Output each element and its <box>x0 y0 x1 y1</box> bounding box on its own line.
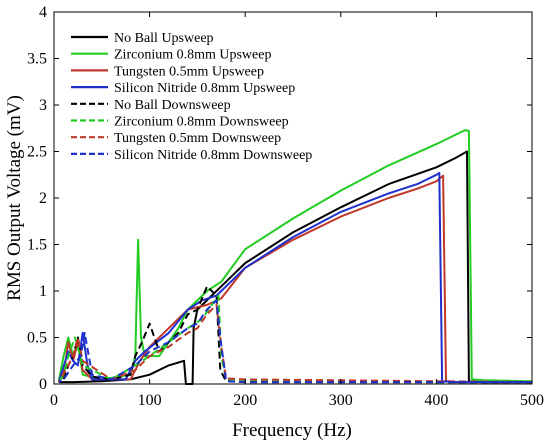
series-line-8 <box>58 299 532 384</box>
legend-label: No Ball Upsweep <box>114 31 214 46</box>
x-tick-label: 300 <box>329 392 353 409</box>
y-tick-label: 0 <box>39 376 47 393</box>
y-tick-label: 0.5 <box>27 330 47 347</box>
y-tick-label: 1.5 <box>27 237 47 254</box>
y-tick-label: 4 <box>39 4 47 21</box>
x-axis-label: Frequency (Hz) <box>232 420 352 441</box>
legend-label: Tungsten 0.5mm Downsweep <box>114 131 281 146</box>
legend-label: Silicon Nitride 0.8mm Upsweep <box>114 81 295 96</box>
x-tick-label: 100 <box>138 392 162 409</box>
y-axis-label: RMS Output Voltage (mV) <box>4 95 25 301</box>
y-tick-label: 3.5 <box>27 51 47 68</box>
x-tick-label: 400 <box>424 392 448 409</box>
series-line-1 <box>58 150 532 385</box>
y-tick-label: 2.5 <box>27 144 47 161</box>
legend-label: Tungsten 0.5mm Upsweep <box>114 64 264 79</box>
y-tick-label: 3 <box>39 97 47 114</box>
axes: 0 100 200 300 400 500 0 0.5 1 1.5 2 2.5 3 3.5 4 <box>27 4 544 409</box>
legend-label: Zirconium 0.8mm Downsweep <box>114 115 289 130</box>
y-tick-label: 1 <box>39 283 47 300</box>
x-tick-label: 500 <box>520 392 544 409</box>
x-tick-label: 200 <box>233 392 257 409</box>
legend-label: Zirconium 0.8mm Upsweep <box>114 48 271 63</box>
y-tick-label: 2 <box>39 190 47 207</box>
legend-label: Silicon Nitride 0.8mm Downsweep <box>114 148 312 163</box>
series-line-4 <box>57 171 532 384</box>
legend-label: No Ball Downsweep <box>114 98 231 113</box>
x-tick-label: 0 <box>50 392 58 409</box>
